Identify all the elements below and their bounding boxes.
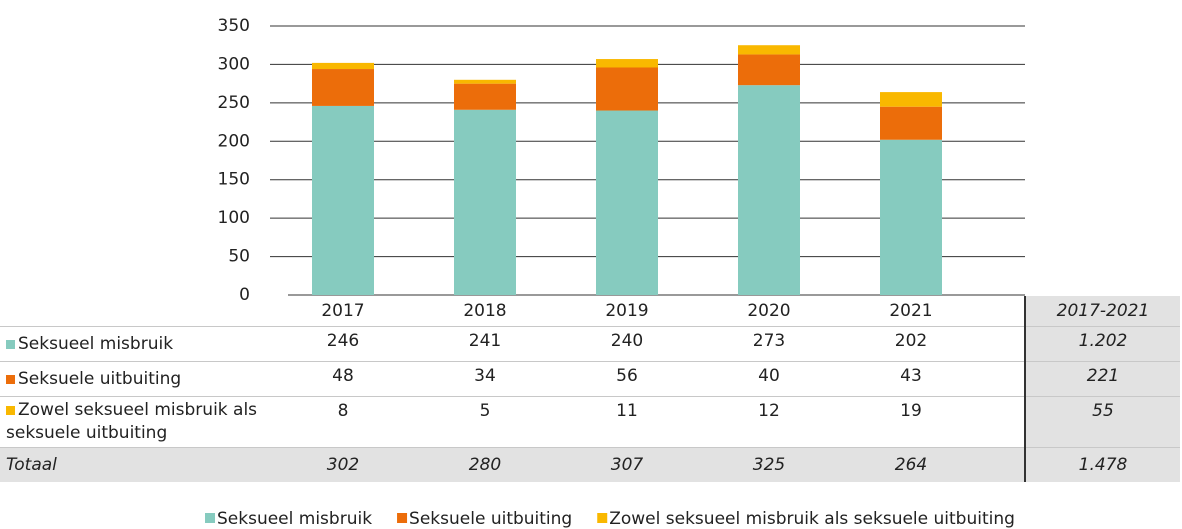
row-swatch	[6, 406, 15, 415]
table-cell: 302	[272, 447, 414, 482]
table-cell: 202	[840, 326, 982, 362]
table-cell	[982, 447, 1025, 482]
table-cell: 12	[698, 396, 840, 448]
bar-segment	[454, 83, 516, 110]
table-cell: 2019	[556, 296, 698, 327]
table-cell: 1.478	[1024, 447, 1180, 482]
table-cell: 280	[414, 447, 556, 482]
table-row: Seksueel misbruik 246 241 240 273 202 1.202	[0, 326, 1180, 362]
y-tick-label: 300	[218, 54, 250, 74]
table-cell: Seksueel misbruik	[0, 326, 272, 362]
table-cell: Zowel seksueel misbruik als seksuele uit…	[0, 396, 272, 448]
table-cell: Seksuele uitbuiting	[0, 361, 272, 397]
table-cell: 40	[698, 361, 840, 397]
table-cell: 273	[698, 326, 840, 362]
table-cell: 264	[840, 447, 982, 482]
table-cell: 8	[272, 396, 414, 448]
table-cell: 246	[272, 326, 414, 362]
table-cell: 11	[556, 396, 698, 448]
table-cell: 307	[556, 447, 698, 482]
bar-segment	[454, 109, 516, 295]
bar-segment	[312, 105, 374, 295]
bar-segment	[738, 45, 800, 55]
table-cell: 2021	[840, 296, 982, 327]
row-swatch	[6, 375, 15, 384]
legend-label: Seksueel misbruik	[217, 509, 372, 529]
y-tick-label: 250	[218, 93, 250, 113]
bar-segment	[880, 106, 942, 140]
bar-segment	[596, 110, 658, 296]
legend-swatch	[597, 513, 608, 523]
table-cell: Totaal	[0, 447, 272, 482]
legend-swatch	[205, 513, 215, 523]
table-cell: 2020	[698, 296, 840, 327]
table-cell: 55	[1024, 396, 1180, 448]
legend-swatch	[397, 513, 408, 523]
table-cell: 2017-2021	[1024, 296, 1180, 327]
table-cell	[0, 296, 272, 327]
y-tick-label: 200	[218, 131, 250, 151]
table-cell: 5	[414, 396, 556, 448]
table-row: Totaal 302 280 307 325 264 1.478	[0, 447, 1180, 482]
table-cell: 221	[1024, 361, 1180, 397]
y-tick-label: 50	[228, 247, 250, 267]
table-cell: 2018	[414, 296, 556, 327]
row-swatch	[6, 340, 15, 349]
legend-label: Seksuele uitbuiting	[409, 509, 572, 529]
bar-segment	[738, 54, 800, 86]
bar-segment	[596, 67, 658, 111]
row-label: Seksuele uitbuiting	[18, 369, 182, 389]
y-tick-label: 350	[218, 16, 250, 36]
table-cell	[982, 326, 1025, 362]
table-cell	[982, 361, 1025, 397]
row-label: Seksueel misbruik	[18, 334, 174, 354]
table-cell	[982, 396, 1025, 448]
table-row: 2017 2018 2019 2020 2021 2017-2021	[0, 296, 1180, 327]
table-cell: 48	[272, 361, 414, 397]
row-label: Zowel seksueel misbruik als seksuele uit…	[6, 400, 258, 443]
bar-segment	[312, 69, 374, 106]
bar-segment	[880, 139, 942, 295]
legend-label: Zowel seksueel misbruik als seksuele uit…	[609, 509, 1015, 529]
table-cell: 241	[414, 326, 556, 362]
table-row: Zowel seksueel misbruik als seksuele uit…	[0, 396, 1180, 448]
y-tick-label: 0	[239, 285, 250, 305]
bar-segment	[454, 79, 516, 84]
table-cell: 1.202	[1024, 326, 1180, 362]
table-cell: 240	[556, 326, 698, 362]
bar-segment	[596, 59, 658, 68]
table-cell: 2017	[272, 296, 414, 327]
table-cell	[982, 296, 1025, 327]
table-cell: 43	[840, 361, 982, 397]
table-cell: 19	[840, 396, 982, 448]
table-row: Seksuele uitbuiting 48 34 56 40 43 221	[0, 361, 1180, 397]
table-cell: 56	[556, 361, 698, 397]
y-tick-label: 150	[218, 170, 250, 190]
bar-segment	[312, 62, 374, 70]
table-cell: 34	[414, 361, 556, 397]
bar-segment	[738, 85, 800, 296]
data-table: 2017 2018 2019 2020 2021 2017-2021 Seksueel mi…	[0, 296, 1180, 482]
bar-segment	[880, 92, 942, 107]
y-tick-label: 100	[218, 208, 250, 228]
table-cell: 325	[698, 447, 840, 482]
